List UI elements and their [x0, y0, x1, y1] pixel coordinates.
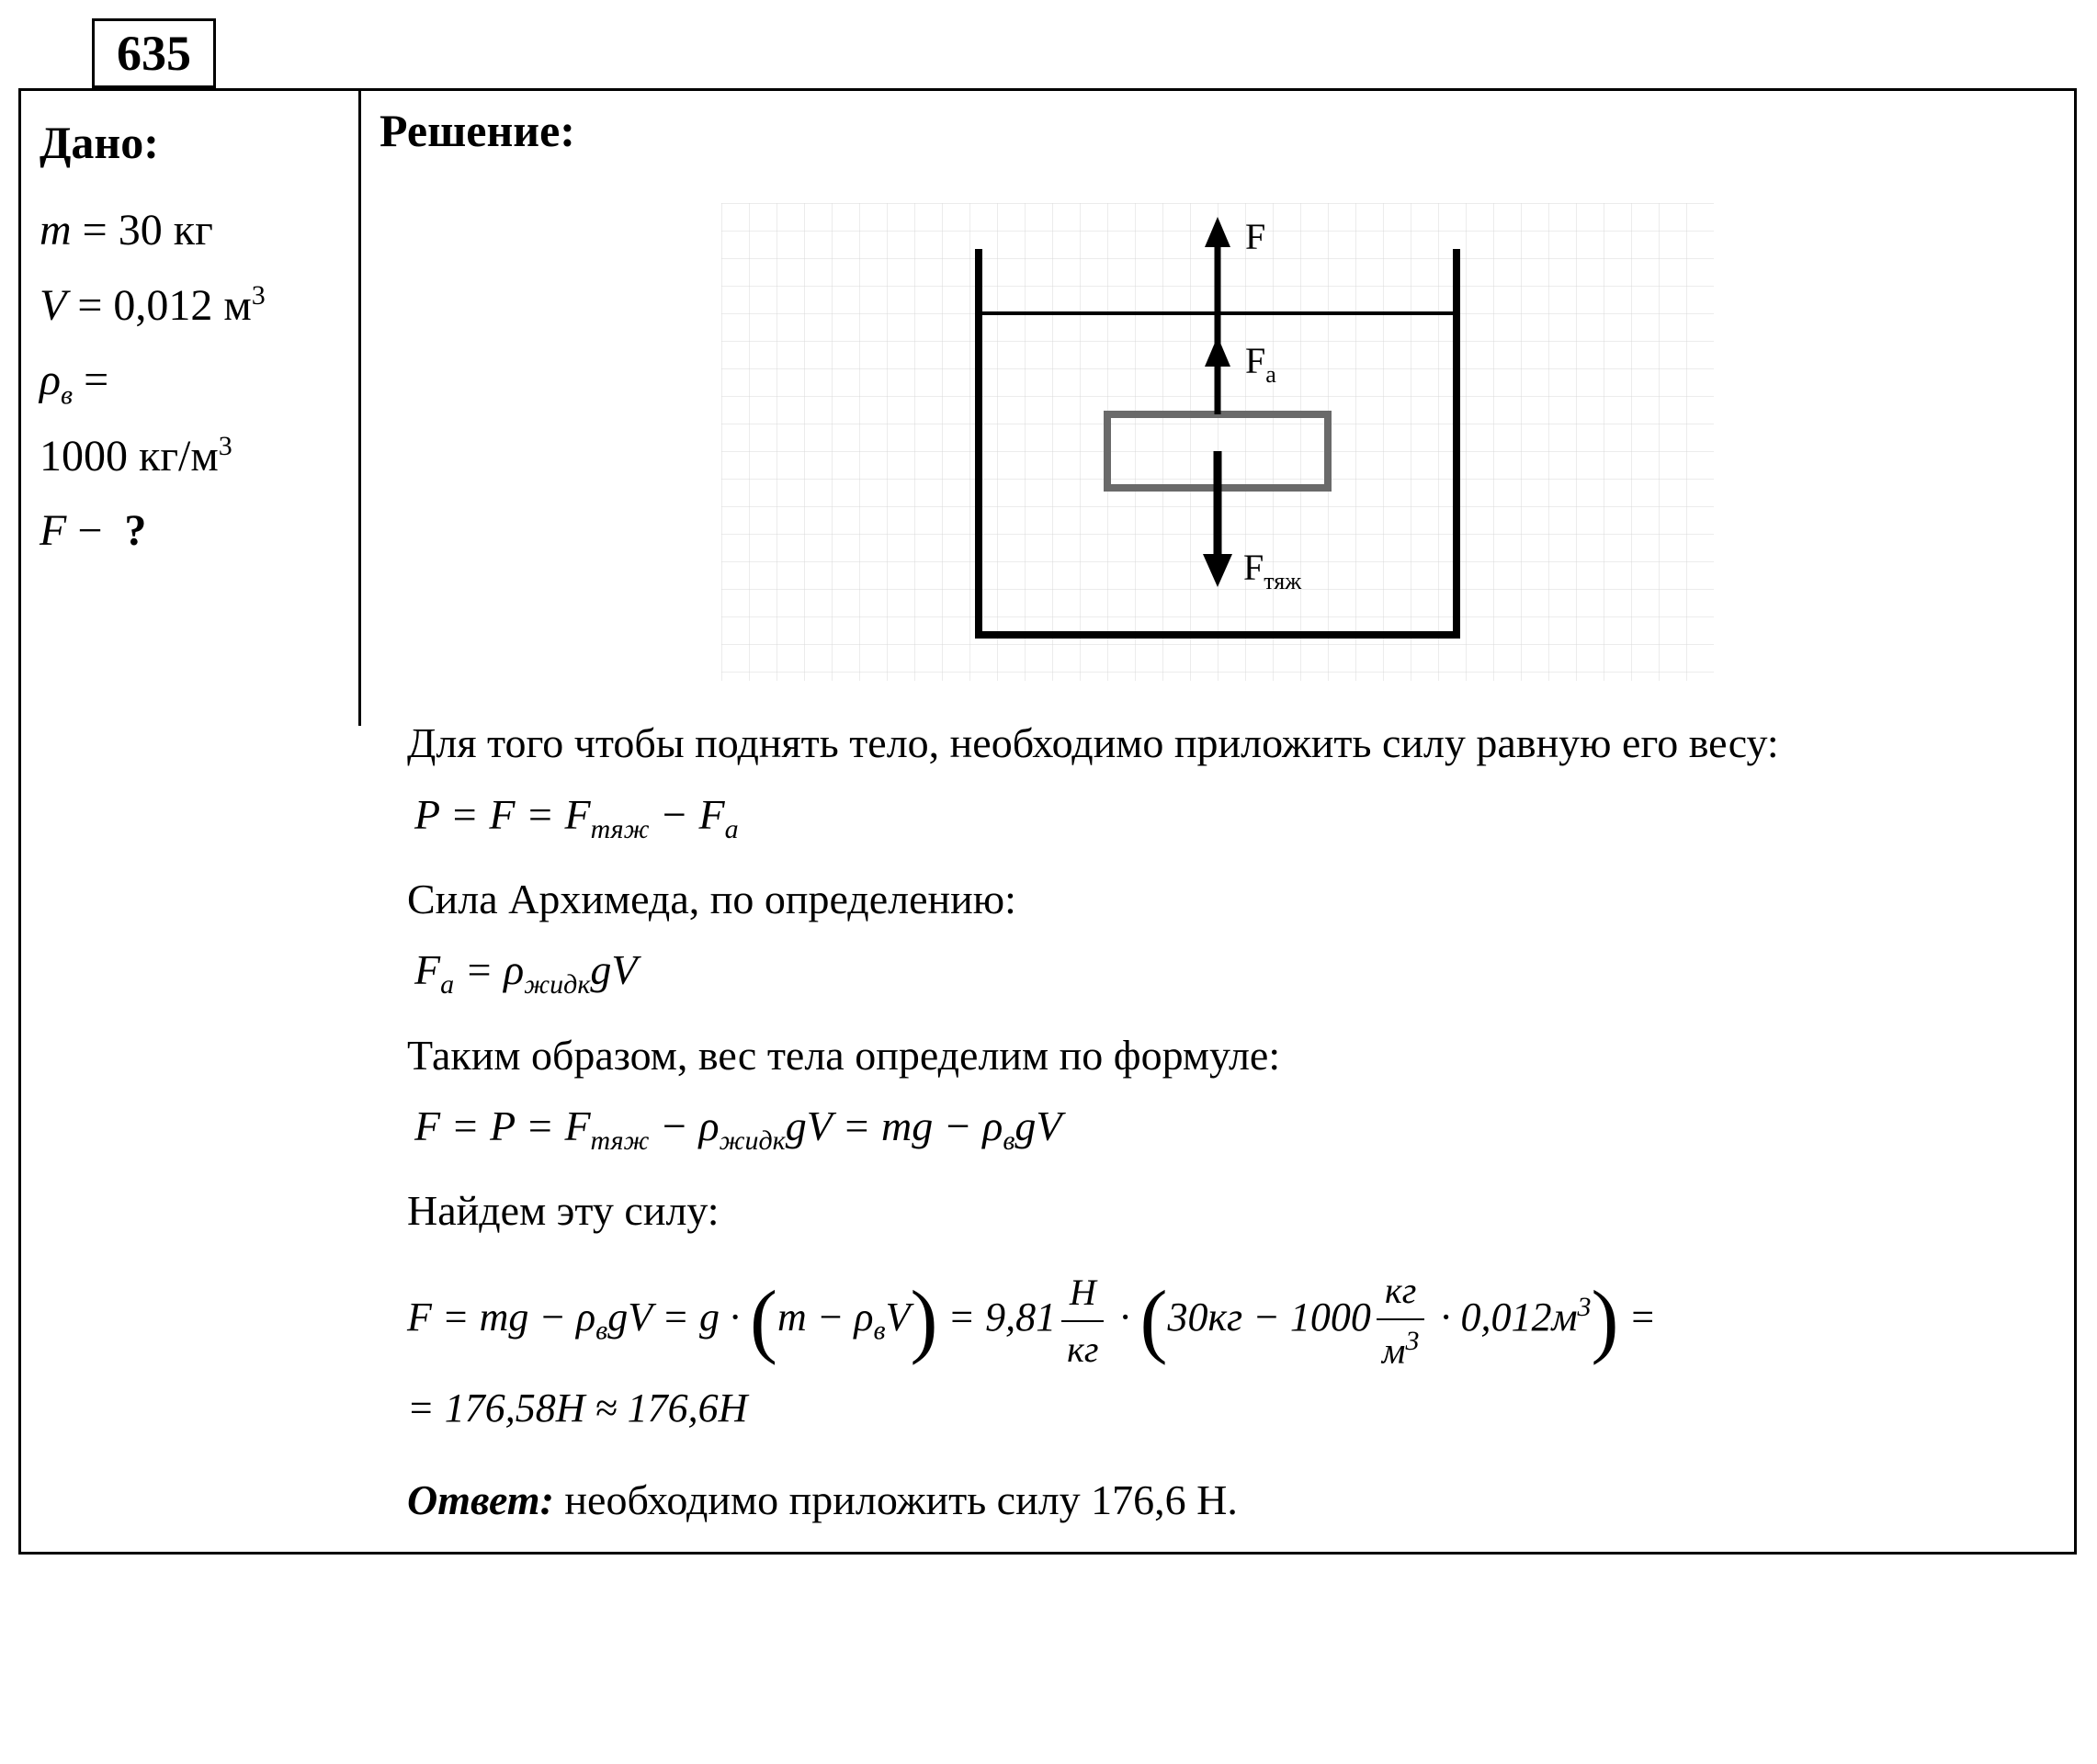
- density-unit: кг/м: [139, 432, 219, 481]
- c-s2: в: [874, 1316, 886, 1346]
- frac2-den: м3: [1377, 1320, 1425, 1378]
- given-find: F − ?: [40, 493, 340, 569]
- f3-c: gV = mg − ρ: [786, 1102, 1003, 1149]
- frac1: Нкг: [1061, 1265, 1104, 1377]
- given-mass: m = 30 кг: [40, 193, 340, 268]
- f1-f: F: [489, 791, 515, 838]
- c-p8: · 0,012м: [1430, 1295, 1577, 1340]
- diagram-container: F Fа Fтяж: [721, 175, 1714, 695]
- problem-number: 635: [117, 26, 191, 81]
- volume-value: 0,012: [113, 281, 212, 330]
- f2-v: V: [611, 946, 637, 993]
- label-f: F: [1245, 216, 1265, 257]
- f3-s2: жидк: [720, 1125, 786, 1156]
- f3-d: gV: [1014, 1102, 1061, 1149]
- find-symbol: ?: [124, 506, 146, 555]
- c-p2: gV = g ·: [607, 1295, 750, 1340]
- frac2-num: кг: [1377, 1263, 1425, 1320]
- answer: Ответ: необходимо приложить силу 176,6 Н…: [407, 1476, 2056, 1524]
- top-row: Дано: m = 30 кг V = 0,012 м3 ρв = 1000 к…: [21, 91, 2074, 726]
- formula1: P = F = Fтяж − Fа: [414, 790, 2056, 845]
- frac2-den-sup: 3: [1405, 1326, 1419, 1356]
- c-p4: V: [886, 1295, 911, 1340]
- paren-r2: ): [1592, 1275, 1619, 1366]
- solution-title: Решение:: [380, 104, 2056, 157]
- given-density-label-row: ρв =: [40, 343, 340, 419]
- density-label: ρ: [40, 356, 61, 404]
- mass-label: m: [40, 206, 72, 254]
- frac1-den: кг: [1061, 1322, 1104, 1377]
- c-p1: F = mg − ρ: [407, 1295, 595, 1340]
- c-p9: =: [1619, 1295, 1657, 1340]
- solution-section: Решение:: [361, 91, 2074, 726]
- f1-ftyazh: F: [564, 791, 590, 838]
- paren-l1: (: [750, 1275, 777, 1366]
- c-s1: в: [595, 1316, 607, 1346]
- f2-fa: F: [414, 946, 440, 993]
- density-value: 1000: [40, 432, 128, 481]
- mass-value: 30: [119, 206, 163, 254]
- text1: Для того чтобы поднять тело, необходимо …: [407, 709, 2056, 777]
- frac2: кгм3: [1377, 1263, 1425, 1378]
- f1-ftyazh-sub: тяж: [591, 814, 650, 844]
- f2-rho: ρ: [504, 946, 524, 993]
- calc-result: = 176,58Н ≈ 176,6Н: [407, 1385, 747, 1430]
- density-sub: в: [61, 380, 73, 411]
- answer-label: Ответ:: [407, 1476, 554, 1523]
- paren-r1: ): [910, 1275, 937, 1366]
- solution-body: Для того чтобы поднять тело, необходимо …: [21, 689, 2074, 1552]
- text2: Сила Архимеда, по определению:: [407, 865, 2056, 933]
- answer-text: необходимо приложить силу 176,6 Н.: [554, 1476, 1238, 1523]
- f3-b: − ρ: [649, 1102, 719, 1149]
- given-volume: V = 0,012 м3: [40, 268, 340, 344]
- c-p6: ·: [1109, 1295, 1139, 1340]
- text4: Найдем эту силу:: [407, 1177, 2056, 1245]
- f3-s3: в: [1003, 1125, 1014, 1156]
- given-title: Дано:: [40, 104, 340, 182]
- f1-fa-sub: а: [725, 814, 739, 844]
- f2-g: g: [590, 946, 611, 993]
- problem-number-box: 635: [92, 18, 216, 88]
- diagram-svg: F Fа Fтяж: [721, 175, 1714, 690]
- given-section: Дано: m = 30 кг V = 0,012 м3 ρв = 1000 к…: [21, 91, 361, 726]
- formula3: F = P = Fтяж − ρжидкgV = mg − ρвgV: [414, 1102, 2056, 1157]
- mass-unit: кг: [174, 206, 213, 254]
- f2-fa-sub: а: [440, 970, 454, 1001]
- volume-unit: м: [223, 281, 251, 330]
- paren-l2: (: [1139, 1275, 1167, 1366]
- f3-s1: тяж: [591, 1125, 650, 1156]
- formula2: Fа = ρжидкgV: [414, 945, 2056, 1001]
- f1-fa: F: [699, 791, 725, 838]
- f3-a: F = P = F: [414, 1102, 591, 1149]
- frac1-num: Н: [1061, 1265, 1104, 1322]
- c-p3: m − ρ: [777, 1295, 874, 1340]
- c-p7: 30кг − 1000: [1167, 1295, 1370, 1340]
- main-container: Дано: m = 30 кг V = 0,012 м3 ρв = 1000 к…: [18, 88, 2077, 1555]
- volume-label: V: [40, 281, 66, 330]
- f1-p: P: [414, 791, 439, 838]
- formula-calc: F = mg − ρвgV = g · (m − ρвV) = 9,81Нкг …: [407, 1263, 2056, 1439]
- c-p5: = 9,81: [937, 1295, 1056, 1340]
- volume-unit-power: 3: [252, 280, 266, 311]
- find-label: F: [40, 506, 66, 555]
- f2-rho-sub: жидк: [524, 970, 590, 1001]
- c-p8-sup: 3: [1578, 1292, 1592, 1322]
- density-unit-power: 3: [219, 431, 232, 461]
- text3: Таким образом, вес тела определим по фор…: [407, 1022, 2056, 1090]
- given-density-value-row: 1000 кг/м3: [40, 419, 340, 494]
- frac2-den-base: м: [1382, 1329, 1406, 1371]
